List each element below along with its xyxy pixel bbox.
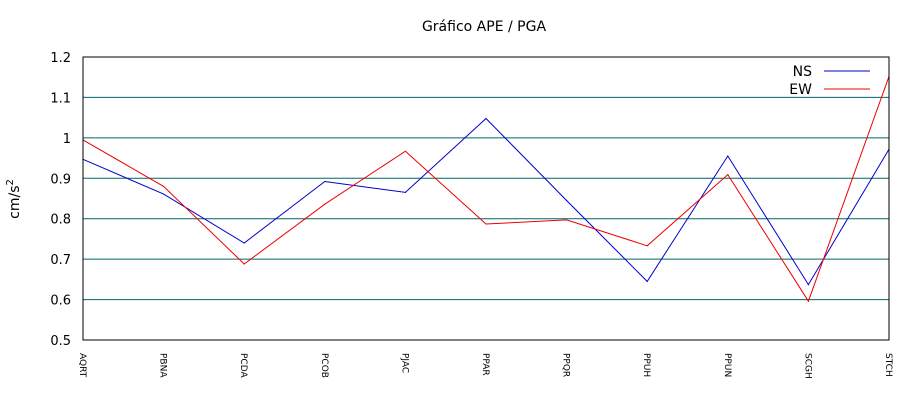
data-point-ns: [807, 284, 810, 286]
svg-text:cm/s2: cm/s2: [5, 179, 23, 219]
x-tick-label: PJAC: [399, 353, 409, 373]
x-tick-label: PCDA: [238, 353, 248, 378]
data-point-ew: [485, 223, 487, 225]
y-tick-labels: 0.5 0.6 0.7 0.8 0.9 1 1.1 1.2: [50, 51, 71, 349]
data-point-ns: [566, 199, 568, 202]
data-point-ew: [324, 203, 326, 205]
data-point-ns: [243, 242, 245, 244]
x-tick-label: PCOB: [319, 353, 329, 378]
data-point-ew: [807, 300, 810, 302]
data-point-ns: [324, 180, 326, 183]
plot-frame: [82, 56, 890, 341]
data-point-ew: [404, 150, 406, 152]
y-tick-label: 1: [63, 132, 71, 147]
data-point-ns: [404, 191, 406, 194]
data-point-ns: [646, 280, 648, 282]
y-axis-label-exponent: 2: [5, 179, 16, 185]
data-point-ew: [566, 219, 568, 221]
x-tick-label: PPAR: [480, 353, 490, 376]
data-point-ew: [243, 263, 245, 265]
x-tick-label: PBNA: [158, 353, 168, 378]
x-tick-label: PPUH: [641, 353, 651, 377]
y-tick-label: 0.9: [50, 172, 71, 187]
data-point-ns: [485, 117, 487, 120]
y-tick-label: 0.7: [50, 253, 71, 268]
x-tick-label: SCGH: [802, 353, 812, 379]
x-tick-labels: AQRT PBNA PCDA PCOB PJAC PPAR PPQR PPUH PPUN SCGH…: [77, 353, 893, 379]
series-line-ns: [82, 117, 890, 286]
series-lines: [82, 75, 890, 303]
gridlines: [83, 96, 889, 301]
series-line-ew: [82, 76, 890, 303]
legend-label: NS: [793, 64, 812, 80]
legend: NS EW: [789, 64, 870, 98]
y-tick-label: 1.2: [50, 51, 71, 66]
data-point-ew: [727, 174, 729, 176]
y-axis-label: cm/s2: [5, 179, 23, 219]
y-axis-label-unit: cm/s: [7, 186, 23, 219]
y-tick-label: 0.5: [50, 334, 71, 349]
data-point-ns: [163, 193, 165, 195]
y-tick-label: 1.1: [50, 91, 71, 106]
y-tick-label: 0.6: [50, 294, 71, 309]
x-tick-label: PPUN: [722, 353, 732, 377]
data-point-ns: [727, 155, 729, 157]
chart-title: Gráfico APE / PGA: [422, 19, 546, 35]
y-tick-label: 0.8: [50, 213, 71, 228]
x-tick-label: AQRT: [77, 353, 87, 378]
x-tick-label: STCH: [883, 353, 893, 377]
legend-label: EW: [789, 82, 812, 98]
data-point-ew: [163, 185, 165, 187]
x-tick-label: PPQR: [561, 353, 571, 377]
data-point-ew: [646, 245, 648, 247]
